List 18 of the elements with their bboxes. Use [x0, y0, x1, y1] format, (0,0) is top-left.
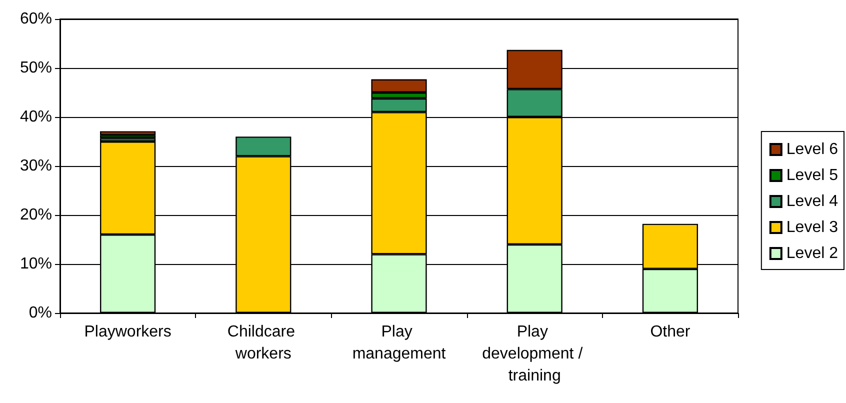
y-tick-label: 20% — [20, 206, 52, 224]
bar — [100, 131, 156, 136]
legend-label: Level 4 — [786, 193, 838, 210]
y-tick-label: 60% — [20, 10, 52, 28]
legend-label: Level 3 — [786, 219, 838, 236]
x-tick-label: Play development / training — [482, 324, 588, 384]
y-tick-label: 40% — [20, 108, 52, 126]
y-tick-label: 30% — [20, 158, 52, 174]
x-tick-label: Childcare workers — [227, 324, 300, 362]
x-tick-label: Play management — [352, 324, 446, 362]
legend-label: Level 2 — [786, 245, 838, 262]
legend-label: Level 5 — [786, 167, 838, 184]
y-tick-label: 0% — [28, 304, 52, 322]
y-tick-label: 10% — [20, 256, 52, 272]
legend-label: Level 6 — [786, 141, 838, 158]
x-tick-label: Other — [650, 324, 691, 340]
y-tick-label: 50% — [20, 60, 52, 76]
x-tick-label: Playworkers — [84, 324, 172, 340]
